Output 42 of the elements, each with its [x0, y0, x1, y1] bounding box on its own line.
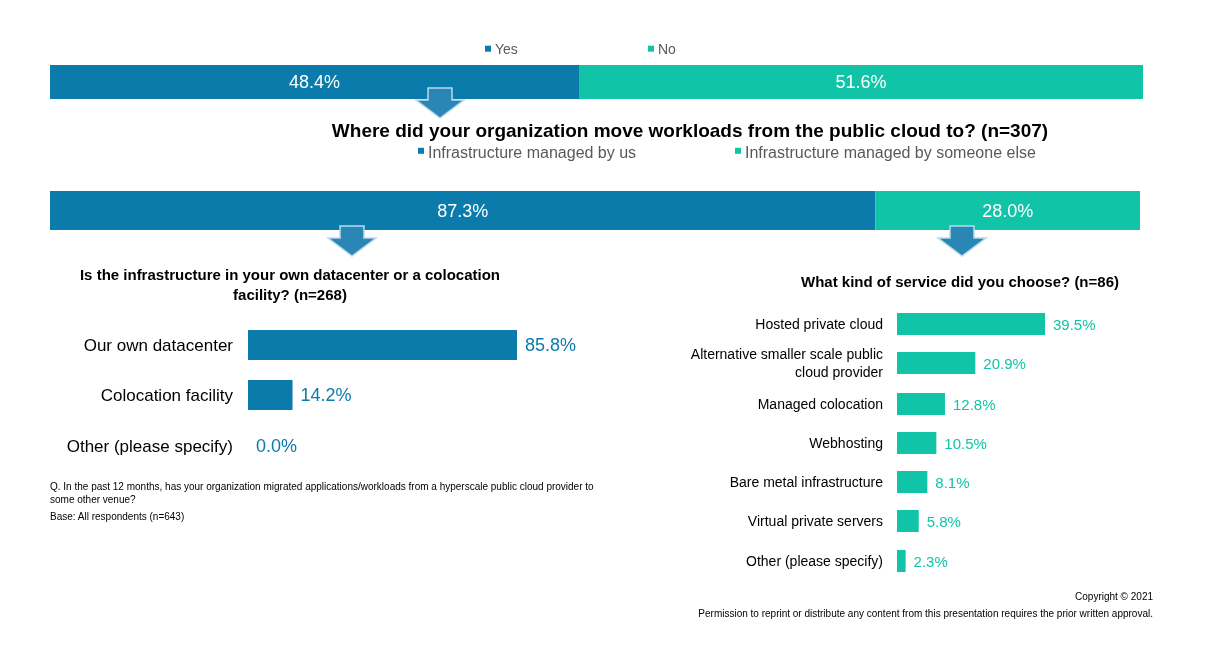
bar [897, 393, 945, 415]
y-tick-label: Our own datacenter [83, 335, 234, 355]
data-label: 0.0% [256, 436, 298, 456]
y-tick-label: Alternative smaller scale public cloud provider [690, 346, 884, 380]
bar [897, 352, 976, 374]
bar [897, 550, 906, 572]
legend-label: Infrastructure managed by someone else [745, 143, 1036, 161]
bar [897, 313, 1045, 335]
y-tick-label: Other (please specify) [66, 436, 233, 456]
data-label: 5.8% [926, 513, 961, 530]
legend-label: No [658, 41, 677, 58]
data-label: 14.2% [300, 385, 352, 405]
data-label: 8.1% [935, 474, 970, 491]
chart-title: What kind of service did you choose? (n=86) [801, 273, 1119, 290]
data-label: 2.3% [913, 553, 948, 570]
data-label: 87.3% [437, 200, 489, 221]
text: Base: All respondents (n=643) [50, 511, 185, 522]
data-label: 10.5% [944, 435, 987, 452]
data-label: 20.9% [983, 355, 1026, 372]
chart-title: Where did your organization move workloads from the public cloud to? (n=307) [331, 120, 1049, 141]
y-tick-label: Hosted private cloud [755, 315, 883, 332]
text: Permission to reprint or distribute any content from this presentation requires the prior written approval. [698, 608, 1153, 619]
data-label: 28.0% [982, 200, 1034, 221]
data-label: 39.5% [1053, 316, 1096, 333]
bar [897, 510, 919, 532]
y-tick-label: Other (please specify) [746, 552, 883, 569]
data-label: 12.8% [952, 396, 996, 413]
y-tick-label: Webhosting [809, 434, 883, 451]
bar [897, 432, 937, 454]
y-tick-label: Colocation facility [100, 385, 234, 405]
legend-label: Infrastructure managed by us [428, 143, 637, 161]
chart-title: Is the infrastructure in your own datacenter or a colocation facility? (n=268) [79, 266, 501, 303]
text: Q. In the past 12 months, has your organization migrated applications/workloads from a hyperscale public cloud provider to some other venue? [50, 481, 595, 505]
data-label: 48.4% [288, 72, 341, 92]
bar [897, 471, 928, 493]
y-tick-label: Virtual private servers [747, 512, 883, 529]
y-tick-label: Bare metal infrastructure [729, 473, 884, 490]
data-label: 51.6% [835, 72, 887, 92]
legend-label: Yes [495, 41, 518, 58]
data-label: 85.8% [525, 335, 577, 355]
text: Copyright © 2021 [1075, 591, 1154, 602]
y-tick-label: Managed colocation [757, 395, 883, 412]
